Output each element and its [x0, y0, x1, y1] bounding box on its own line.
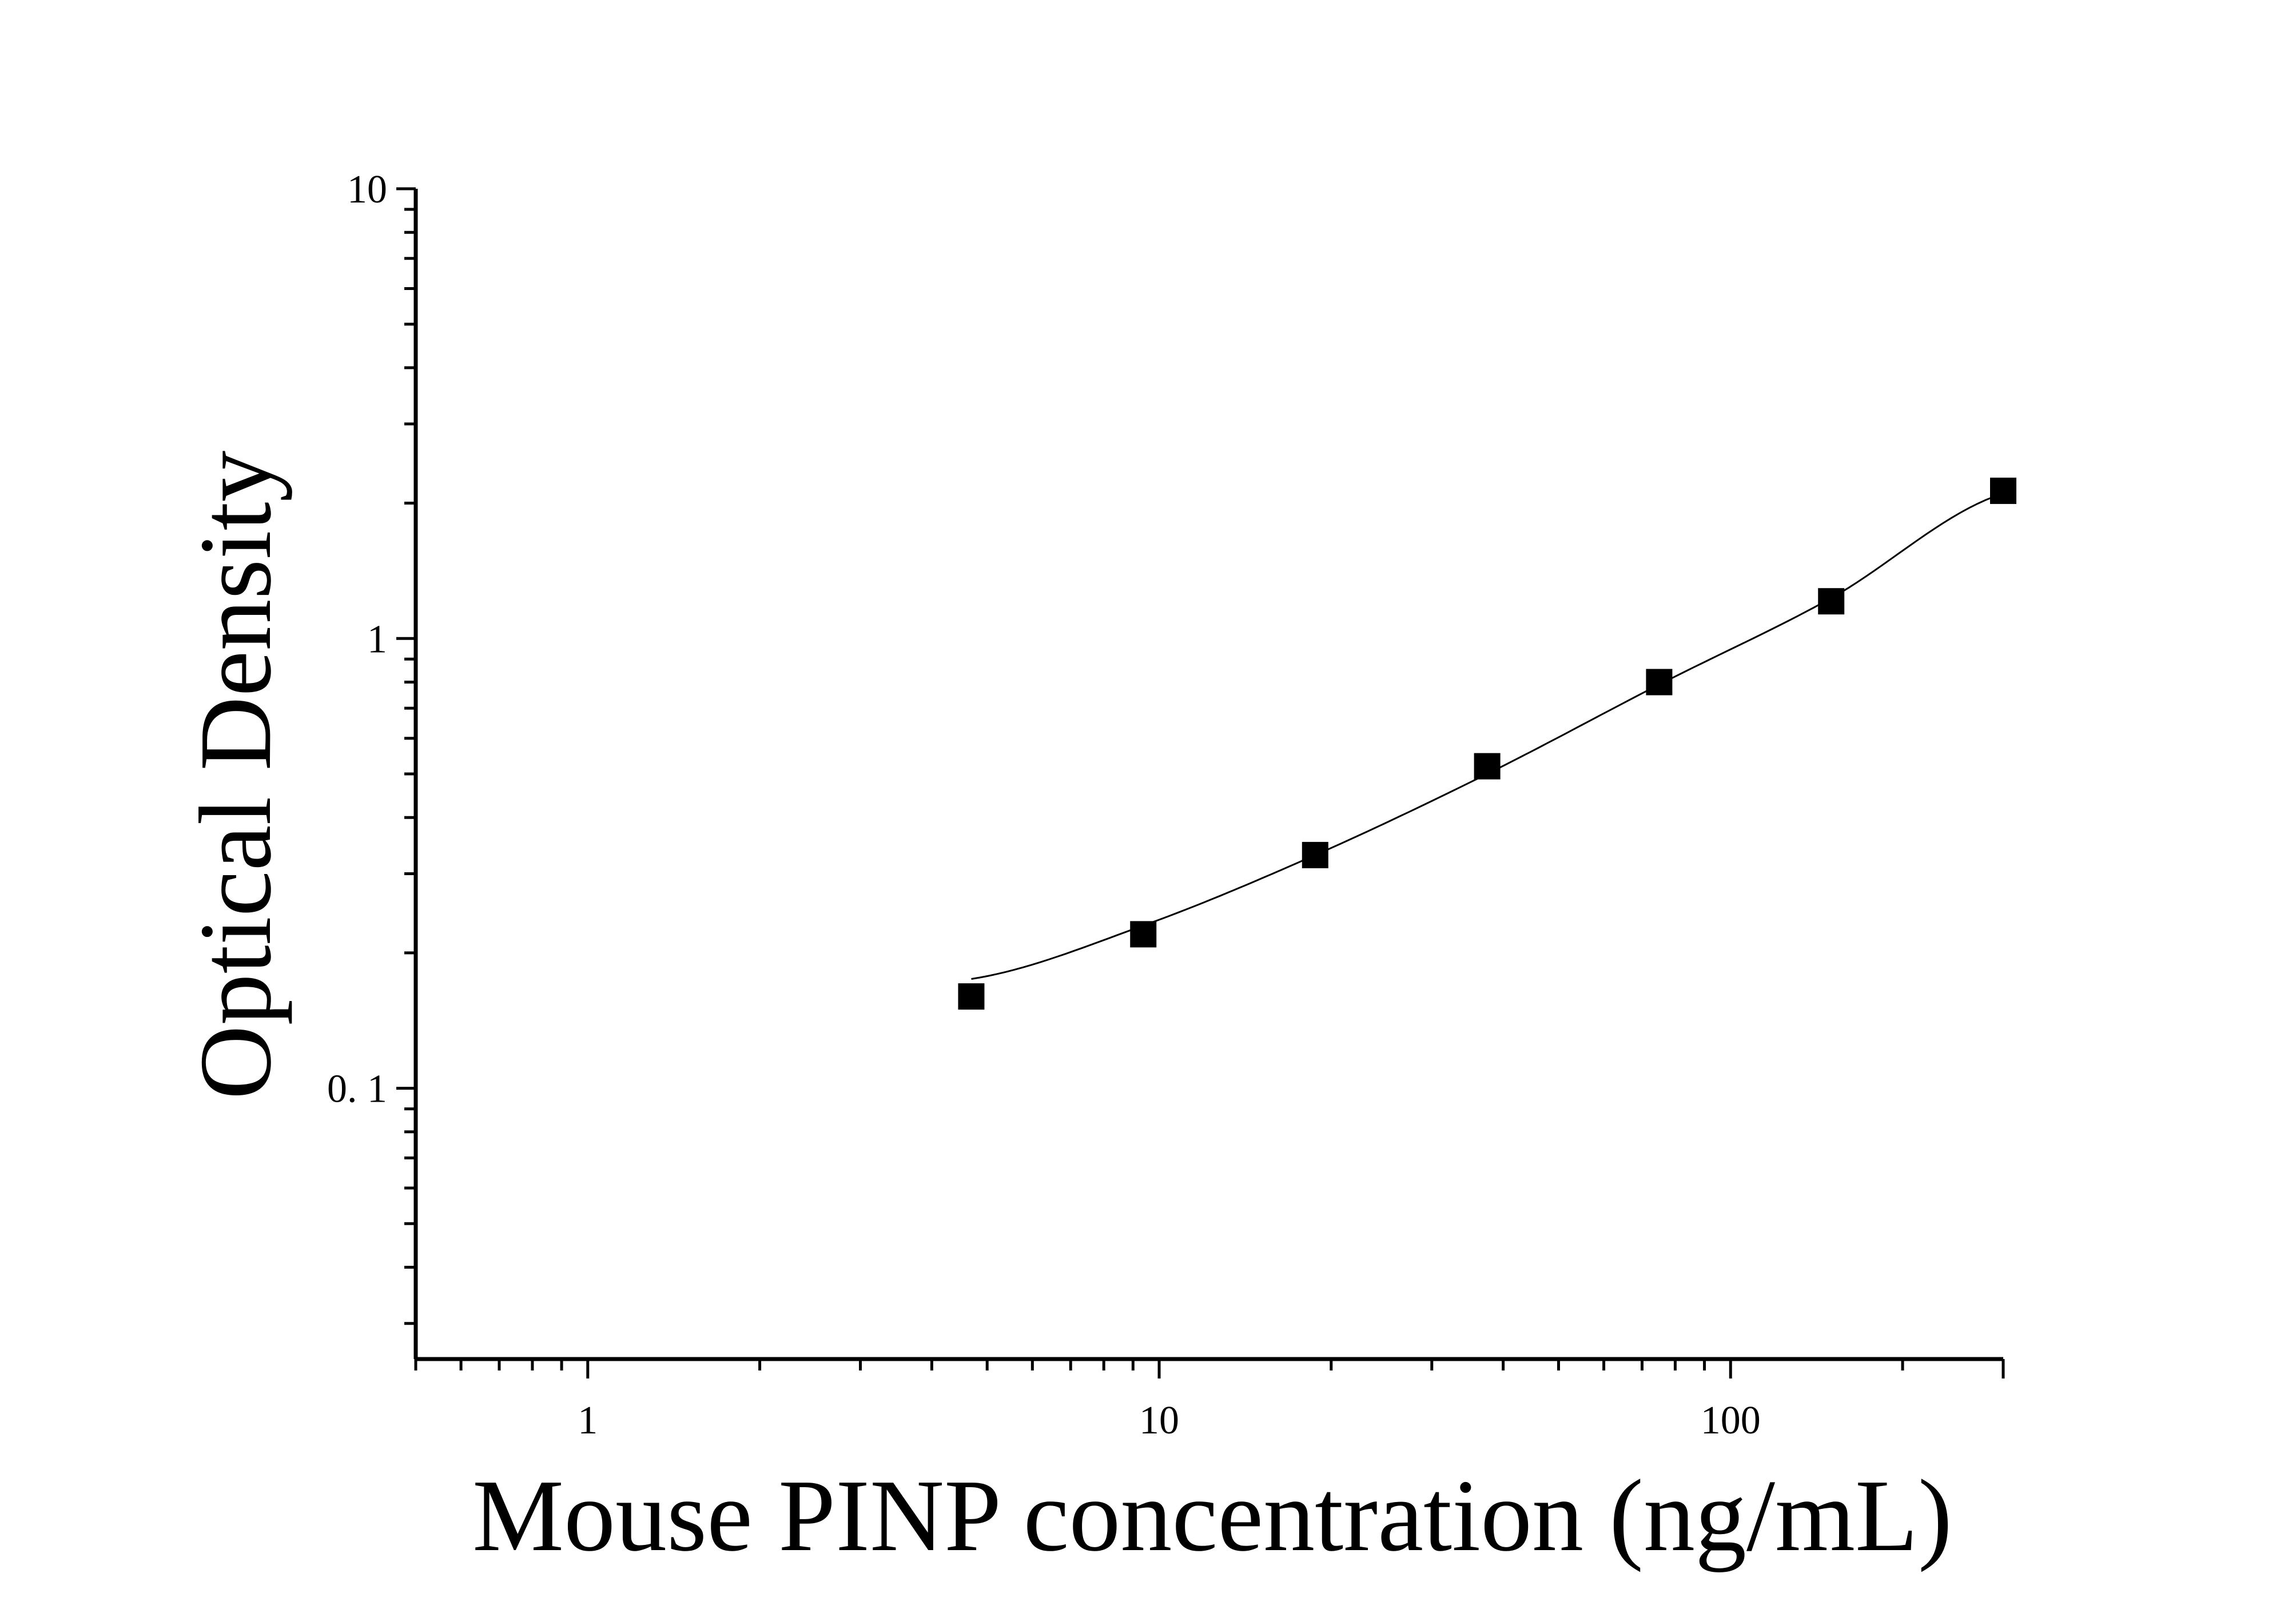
- x-tick-label: 1: [578, 1399, 598, 1443]
- tick-labels: 1 10 100 0. 1 1 10: [327, 168, 1761, 1443]
- fit-curve-group: [971, 492, 2004, 980]
- data-point: [1302, 841, 1328, 868]
- ticks: [396, 187, 2005, 1378]
- x-axis-title: Mouse PINP concentration (ng/mL): [472, 1459, 1952, 1572]
- y-tick-label: 0. 1: [327, 1067, 387, 1111]
- y-tick-label: 1: [367, 617, 387, 661]
- x-tick-label: 100: [1701, 1399, 1761, 1443]
- data-point: [1990, 478, 2016, 504]
- data-point: [1474, 753, 1501, 780]
- axes: [413, 189, 2003, 1361]
- data-point: [1130, 921, 1157, 948]
- y-axis-title: Optical Density: [178, 451, 292, 1100]
- x-tick-label: 10: [1139, 1399, 1179, 1443]
- data-point: [1646, 669, 1673, 696]
- data-points: [958, 478, 2016, 1010]
- data-point: [958, 983, 985, 1010]
- data-point: [1818, 588, 1845, 615]
- y-tick-label: 10: [347, 168, 387, 212]
- fit-curve: [971, 492, 2004, 980]
